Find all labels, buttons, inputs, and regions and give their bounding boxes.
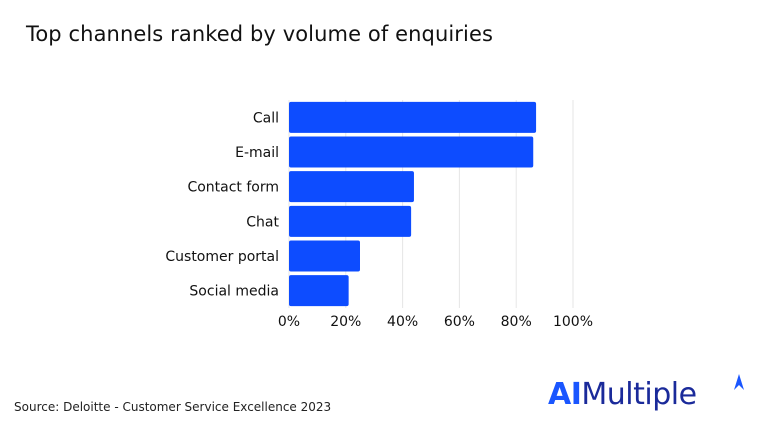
category-label: Social media xyxy=(189,284,279,300)
logo-mark-icon xyxy=(734,374,744,390)
x-tick-label: 20% xyxy=(330,314,361,330)
bar xyxy=(289,101,537,133)
category-label: E-mail xyxy=(235,145,279,161)
category-label: Contact form xyxy=(187,180,279,196)
bar-chart: 0% 20% 40% 60% 80% 100% Call E-mail Contact form… xyxy=(165,100,593,330)
category-label: Call xyxy=(253,110,279,126)
x-tick-label: 60% xyxy=(444,314,475,330)
x-tick-label: 0% xyxy=(278,314,300,330)
bar xyxy=(289,240,360,272)
logo-prefix: AI xyxy=(548,377,582,412)
bar xyxy=(289,171,414,203)
bar xyxy=(289,275,349,307)
brand-logo: AIMultiple xyxy=(548,377,697,412)
bar xyxy=(289,136,534,168)
logo-suffix: Multiple xyxy=(581,377,697,412)
x-tick-label: 40% xyxy=(387,314,418,330)
category-label: Customer portal xyxy=(165,249,279,265)
source-note: Source: Deloitte - Customer Service Exce… xyxy=(14,400,332,414)
category-label: Chat xyxy=(246,214,279,230)
x-tick-label: 80% xyxy=(501,314,532,330)
x-tick-label: 100% xyxy=(553,314,593,330)
chart-title: Top channels ranked by volume of enquiri… xyxy=(26,22,494,46)
bar xyxy=(289,205,412,237)
